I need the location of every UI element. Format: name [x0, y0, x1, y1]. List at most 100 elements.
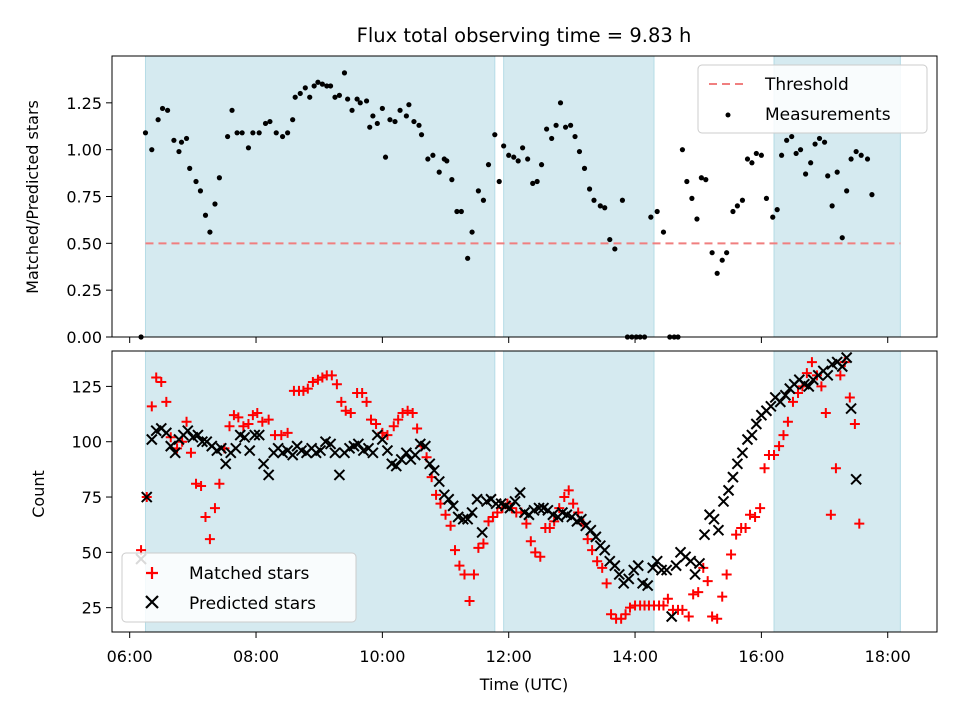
- matched-star-marker: [787, 396, 798, 407]
- measurement-point: [290, 117, 296, 123]
- measurement-point: [730, 208, 736, 215]
- matched-star-marker: [774, 441, 785, 452]
- matched-star-marker: [181, 416, 192, 427]
- measurement-point: [403, 113, 409, 119]
- predicted-star-marker: [182, 424, 194, 437]
- matched-star-marker: [806, 357, 817, 368]
- measurement-point: [149, 147, 155, 153]
- measurement-point: [225, 133, 231, 140]
- measurement-point: [520, 145, 526, 151]
- predicted-star-marker: [613, 568, 625, 581]
- measurement-point: [324, 83, 330, 89]
- measurement-point: [586, 186, 593, 192]
- measurement-point: [549, 135, 555, 142]
- measurement-point: [492, 132, 498, 138]
- predicted-star-marker: [641, 579, 654, 592]
- x-tick-label: 12:00: [486, 647, 532, 666]
- top-panel: 0.00 0.25 0.50 0.75 1.00 1.25 Matched/Predict…: [23, 55, 938, 347]
- top-y-label: Matched/Predicted stars: [23, 100, 42, 294]
- matched-star-marker: [778, 430, 789, 441]
- measurement-point: [292, 94, 298, 100]
- predicted-star-marker: [457, 513, 469, 525]
- matched-star-marker: [683, 611, 694, 622]
- predicted-star-marker: [693, 557, 706, 570]
- matched-star-marker: [445, 520, 456, 531]
- matched-star-marker: [825, 509, 836, 520]
- measurement-point: [354, 96, 360, 102]
- measurement-point: [256, 130, 262, 136]
- predicted-star-marker: [286, 449, 299, 461]
- y-tick-label: 25: [82, 599, 102, 618]
- matched-star-marker: [326, 370, 337, 381]
- matched-star-marker: [721, 569, 732, 580]
- measurement-point: [193, 178, 199, 185]
- measurement-point: [803, 171, 809, 177]
- measurement-point: [436, 169, 442, 175]
- measurement-point: [171, 137, 177, 143]
- y-tick-label: 1.00: [66, 141, 102, 160]
- measurement-point: [694, 216, 700, 222]
- measurement-point: [406, 102, 412, 108]
- predicted-star-marker: [609, 559, 621, 572]
- measurement-point: [332, 94, 338, 100]
- matched-star-marker: [156, 376, 167, 387]
- matched-star-marker: [440, 509, 451, 520]
- matched-star-marker: [544, 523, 555, 534]
- measurement-point: [534, 178, 540, 185]
- bottom-panel: 25 50 75 100 125 06:00 08:00 10:00 12:00 14:00 16…: [29, 350, 938, 694]
- matched-star-marker: [361, 396, 372, 407]
- matched-star-marker: [568, 498, 579, 509]
- legend-measurements-label: Measurements: [765, 105, 891, 125]
- measurement-point: [511, 154, 517, 160]
- measurement-point: [449, 177, 455, 183]
- measurement-point: [734, 203, 740, 209]
- top-y-axis: 0.00 0.25 0.50 0.75 1.00 1.25: [66, 94, 112, 347]
- x-tick-label: 08:00: [233, 647, 279, 666]
- matched-star-marker: [402, 405, 413, 416]
- y-tick-label: 1.25: [66, 94, 102, 113]
- predicted-star-marker: [509, 495, 521, 508]
- measurement-point: [562, 124, 569, 130]
- matched-star-marker: [530, 547, 541, 558]
- measurement-point: [311, 83, 317, 89]
- matched-star-marker: [393, 414, 404, 425]
- matched-star-marker: [712, 613, 723, 624]
- measurement-point: [245, 145, 252, 151]
- predicted-star-marker: [409, 449, 421, 461]
- measurement-point: [480, 197, 487, 203]
- predicted-star-marker: [779, 389, 792, 401]
- predicted-star-marker: [590, 531, 602, 543]
- predicted-star-marker: [219, 458, 232, 470]
- matched-star-marker: [407, 407, 418, 418]
- measurement-point: [597, 203, 603, 209]
- measurement-point: [250, 130, 256, 136]
- measurement-point: [607, 236, 613, 243]
- measurement-point: [703, 177, 709, 183]
- measurement-point: [515, 158, 521, 164]
- matched-star-marker: [257, 416, 268, 427]
- matched-star-marker: [388, 421, 399, 432]
- matched-star-marker: [662, 593, 673, 604]
- matched-star-marker: [616, 613, 627, 624]
- matched-star-marker: [473, 542, 484, 553]
- matched-star-marker: [707, 611, 718, 622]
- predicted-star-marker: [262, 469, 275, 481]
- measurement-point: [392, 118, 398, 125]
- matched-star-marker: [597, 562, 608, 573]
- predicted-star-marker: [712, 524, 725, 536]
- matched-star-marker: [563, 485, 574, 496]
- matched-star-marker: [196, 480, 207, 491]
- matched-star-marker: [601, 578, 612, 589]
- measurement-point: [530, 180, 536, 186]
- predicted-star-marker: [447, 500, 459, 512]
- matched-star-marker: [233, 412, 244, 423]
- measurement-point: [379, 105, 385, 112]
- measurement-point: [784, 137, 790, 143]
- measurement-point: [341, 70, 348, 76]
- predicted-star-marker: [746, 429, 758, 441]
- matched-star-marker: [745, 509, 756, 520]
- predicted-star-marker: [367, 447, 379, 459]
- measurement-point: [164, 107, 171, 113]
- predicted-star-marker: [419, 440, 432, 452]
- predicted-star-marker: [708, 513, 720, 525]
